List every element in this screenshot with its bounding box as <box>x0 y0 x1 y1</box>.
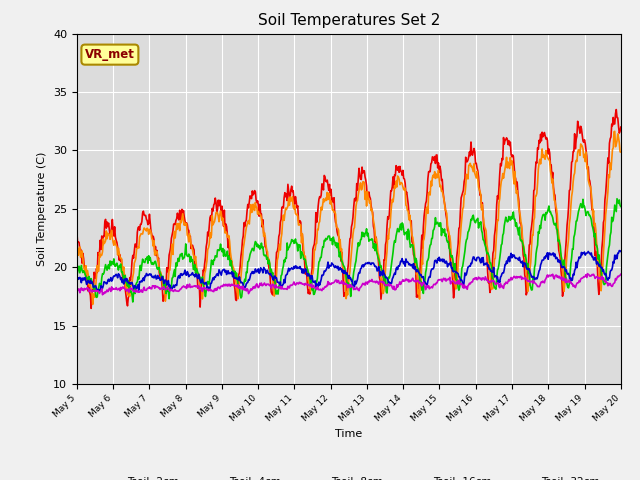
Tsoil -8cm <box>140 259 147 264</box>
Tsoil -16cm <box>431 257 439 263</box>
Tsoil -4cm <box>89 301 97 307</box>
Tsoil -8cm <box>223 248 231 254</box>
Tsoil -32cm <box>416 280 424 286</box>
Tsoil -8cm <box>613 196 621 202</box>
Tsoil -8cm <box>83 275 90 281</box>
Y-axis label: Soil Temperature (C): Soil Temperature (C) <box>37 152 47 266</box>
Tsoil -2cm <box>73 228 81 233</box>
Tsoil -32cm <box>431 282 439 288</box>
Tsoil -2cm <box>83 275 90 280</box>
Tsoil -32cm <box>223 283 231 289</box>
Tsoil -8cm <box>617 204 625 209</box>
Line: Tsoil -2cm: Tsoil -2cm <box>77 109 621 308</box>
Line: Tsoil -4cm: Tsoil -4cm <box>77 132 621 304</box>
Tsoil -16cm <box>616 248 623 253</box>
Tsoil -32cm <box>140 286 147 292</box>
Tsoil -16cm <box>617 249 625 254</box>
Tsoil -4cm <box>431 176 439 181</box>
Tsoil -32cm <box>584 271 591 276</box>
Tsoil -2cm <box>195 285 202 290</box>
Tsoil -2cm <box>431 161 439 167</box>
Legend: Tsoil -2cm, Tsoil -4cm, Tsoil -8cm, Tsoil -16cm, Tsoil -32cm: Tsoil -2cm, Tsoil -4cm, Tsoil -8cm, Tsoi… <box>93 473 604 480</box>
Tsoil -32cm <box>83 286 90 291</box>
Tsoil -2cm <box>617 124 625 130</box>
Tsoil -16cm <box>195 272 202 277</box>
Tsoil -32cm <box>99 292 106 298</box>
Tsoil -2cm <box>416 273 424 279</box>
Tsoil -4cm <box>73 250 81 255</box>
Title: Soil Temperatures Set 2: Soil Temperatures Set 2 <box>258 13 440 28</box>
Tsoil -2cm <box>140 208 147 214</box>
Tsoil -16cm <box>97 288 104 294</box>
Tsoil -16cm <box>416 271 424 276</box>
Line: Tsoil -16cm: Tsoil -16cm <box>77 251 621 291</box>
Tsoil -8cm <box>416 274 424 279</box>
Tsoil -16cm <box>83 281 90 287</box>
Tsoil -4cm <box>416 296 424 302</box>
Tsoil -32cm <box>195 283 202 288</box>
Tsoil -2cm <box>612 107 620 112</box>
Tsoil -8cm <box>73 273 81 278</box>
Tsoil -8cm <box>129 299 136 305</box>
Tsoil -4cm <box>83 272 90 278</box>
Tsoil -4cm <box>617 149 625 155</box>
Tsoil -4cm <box>195 271 202 276</box>
Tsoil -4cm <box>611 129 619 134</box>
Tsoil -16cm <box>223 269 231 275</box>
Text: VR_met: VR_met <box>85 48 135 61</box>
Line: Tsoil -32cm: Tsoil -32cm <box>77 274 621 295</box>
Tsoil -8cm <box>195 271 202 277</box>
Tsoil -16cm <box>73 274 81 280</box>
Tsoil -32cm <box>617 271 625 277</box>
Tsoil -8cm <box>431 215 439 221</box>
Tsoil -4cm <box>223 234 231 240</box>
Tsoil -32cm <box>73 284 81 290</box>
Tsoil -16cm <box>140 275 147 281</box>
X-axis label: Time: Time <box>335 429 362 439</box>
Tsoil -2cm <box>87 305 95 311</box>
Line: Tsoil -8cm: Tsoil -8cm <box>77 199 621 302</box>
Tsoil -2cm <box>223 232 231 238</box>
Tsoil -4cm <box>140 228 147 233</box>
